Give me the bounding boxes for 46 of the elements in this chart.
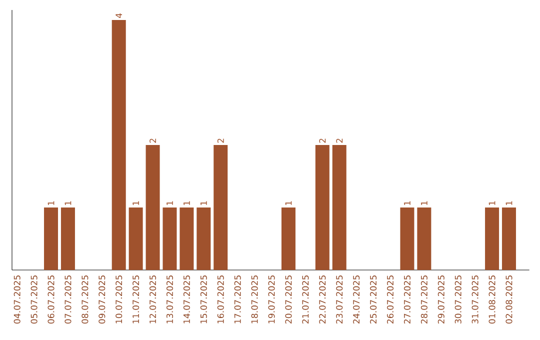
data-label: 1 [64,201,72,205]
x-tick-label: 15.07.2025 [200,275,207,324]
data-label: 2 [319,138,326,143]
x-tick-label: 28.07.2025 [420,275,428,324]
data-label: 1 [166,201,173,205]
data-label: 1 [404,201,410,205]
x-tick-label: 04.07.2025 [14,275,20,324]
x-tick-label: 18.07.2025 [251,275,258,324]
x-tick-label: 30.07.2025 [454,275,462,324]
data-label: 1 [285,201,292,205]
x-tick-label: 25.07.2025 [370,275,377,324]
x-tick-label: 07.07.2025 [64,275,72,324]
x-tick-label: 27.07.2025 [404,275,410,324]
x-tick-label: 16.07.2025 [217,275,224,324]
data-label: 4 [116,13,122,18]
data-label: 1 [506,201,512,205]
x-tick-label: 02.08.2025 [506,275,512,324]
x-tick-label: 23.07.2025 [336,275,343,324]
data-label: 2 [150,138,156,143]
x-tick-label: 10.07.2025 [116,275,122,324]
x-tick-label: 17.07.2025 [234,275,241,324]
x-tick-label: 21.07.2025 [302,275,309,324]
x-tick-label: 19.07.2025 [268,275,275,324]
data-label: 1 [421,201,428,205]
x-tick-label: 11.07.2025 [132,275,140,324]
data-label: 1 [200,201,207,205]
data-label: 2 [217,138,224,143]
data-label: 1 [488,201,496,205]
x-tick-label: 22.07.2025 [319,275,326,324]
x-tick-label: 13.07.2025 [166,275,174,324]
x-tick-label: 26.07.2025 [387,275,394,324]
data-label: 1 [184,201,190,205]
x-tick-label: 24.07.2025 [353,275,360,324]
x-tick-label: 20.07.2025 [285,275,292,324]
x-tick-label: 14.07.2025 [183,275,190,324]
x-tick-label: 05.07.2025 [30,275,38,324]
x-tick-label: 01.08.2025 [488,275,496,324]
x-tick-label: 31.07.2025 [472,275,478,324]
x-tick-label: 12.07.2025 [150,275,156,324]
x-tick-label: 09.07.2025 [98,275,106,324]
data-label: 1 [48,201,54,205]
x-tick-label: 06.07.2025 [48,275,54,324]
x-tick-label: 29.07.2025 [438,275,444,324]
data-label: 2 [336,138,343,143]
x-tick-label: 08.07.2025 [82,275,88,324]
data-label: 1 [132,201,139,205]
